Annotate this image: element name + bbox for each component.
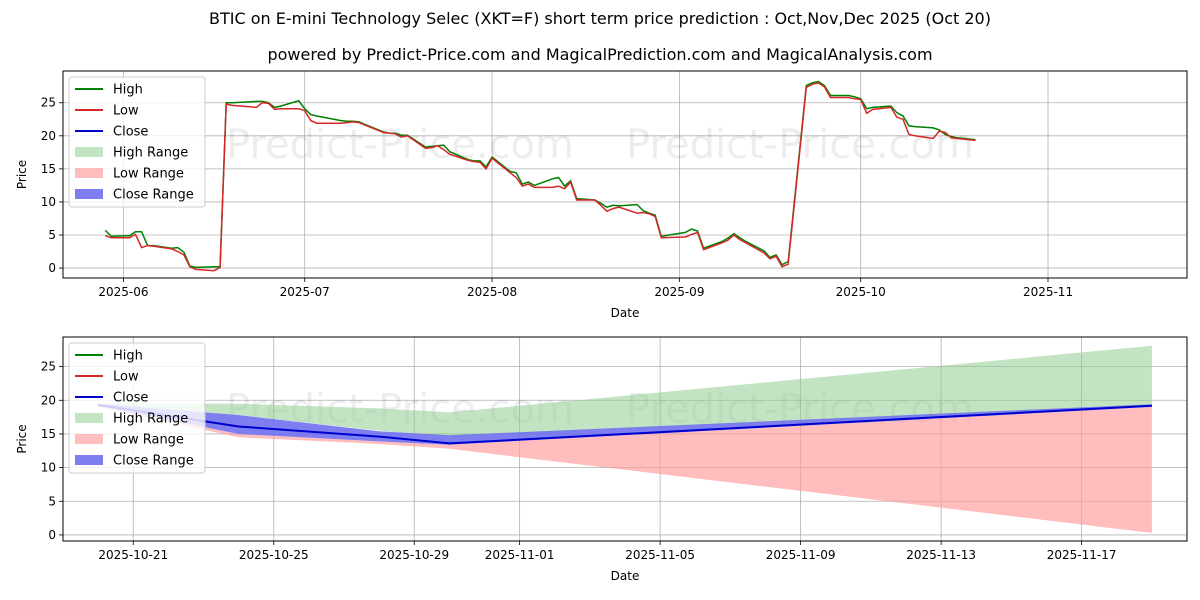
x-tick-label: 2025-11-05 xyxy=(625,548,695,562)
legend-low-range-swatch xyxy=(75,434,103,444)
y-axis-label: Price xyxy=(15,160,29,189)
x-tick-label: 2025-11-17 xyxy=(1047,548,1117,562)
plot-frame xyxy=(62,70,1188,279)
high-range-band xyxy=(98,345,1152,437)
x-tick-label: 2025-11 xyxy=(1023,285,1073,299)
legend-close-label: Close xyxy=(113,125,148,140)
legend-low-range-swatch xyxy=(75,168,103,178)
legend-low-range-label: Low Range xyxy=(113,167,184,182)
y-tick-label: 10 xyxy=(41,461,56,475)
x-axis-label: Date xyxy=(611,306,640,320)
legend-high-label: High xyxy=(113,349,143,364)
y-tick-label: 25 xyxy=(41,96,56,110)
legend-high-range-swatch xyxy=(75,147,103,157)
plot-frame xyxy=(62,336,1188,542)
y-tick-label: 25 xyxy=(41,360,56,374)
watermark-text: Predict-Price.com xyxy=(226,122,574,168)
y-tick-label: 15 xyxy=(41,427,56,441)
y-tick-label: 10 xyxy=(41,195,56,209)
y-tick-label: 20 xyxy=(41,129,56,143)
legend-high-range-label: High Range xyxy=(113,146,188,161)
legend-high-range-label: High Range xyxy=(113,412,188,427)
x-tick-label: 2025-10 xyxy=(836,285,886,299)
x-axis-label: Date xyxy=(611,569,640,583)
x-tick-label: 2025-10-29 xyxy=(379,548,449,562)
y-tick-label: 15 xyxy=(41,162,56,176)
high-line xyxy=(104,80,976,269)
y-tick-label: 20 xyxy=(41,393,56,407)
x-tick-label: 2025-07 xyxy=(280,285,330,299)
y-tick-label: 0 xyxy=(48,528,56,542)
legend-low-label: Low xyxy=(113,104,139,119)
chart-subtitle: powered by Predict-Price.com and Magical… xyxy=(267,45,933,64)
y-axis-label: Price xyxy=(15,424,29,453)
x-tick-label: 2025-09 xyxy=(654,285,704,299)
legend-close-range-swatch xyxy=(75,189,103,199)
chart-title: BTIC on E-mini Technology Selec (XKT=F) … xyxy=(209,9,991,28)
legend-close-label: Close xyxy=(113,391,148,406)
legend-high-range-swatch xyxy=(75,413,103,423)
x-tick-label: 2025-10-25 xyxy=(239,548,309,562)
legend-close-range-label: Close Range xyxy=(113,454,194,469)
low-range-band xyxy=(98,405,1152,533)
x-tick-label: 2025-11-01 xyxy=(485,548,555,562)
legend-low-range-label: Low Range xyxy=(113,433,184,448)
y-tick-label: 0 xyxy=(48,261,56,275)
legend-close-range-label: Close Range xyxy=(113,188,194,203)
x-tick-label: 2025-11-13 xyxy=(906,548,976,562)
legend-close-range-swatch xyxy=(75,455,103,465)
legend-low-label: Low xyxy=(113,370,139,385)
x-tick-label: 2025-06 xyxy=(98,285,148,299)
y-tick-label: 5 xyxy=(48,228,56,242)
legend-high-label: High xyxy=(113,83,143,98)
x-tick-label: 2025-08 xyxy=(467,285,517,299)
x-tick-label: 2025-11-09 xyxy=(766,548,836,562)
x-tick-label: 2025-10-21 xyxy=(98,548,168,562)
y-tick-label: 5 xyxy=(48,494,56,508)
low-line xyxy=(105,82,976,272)
